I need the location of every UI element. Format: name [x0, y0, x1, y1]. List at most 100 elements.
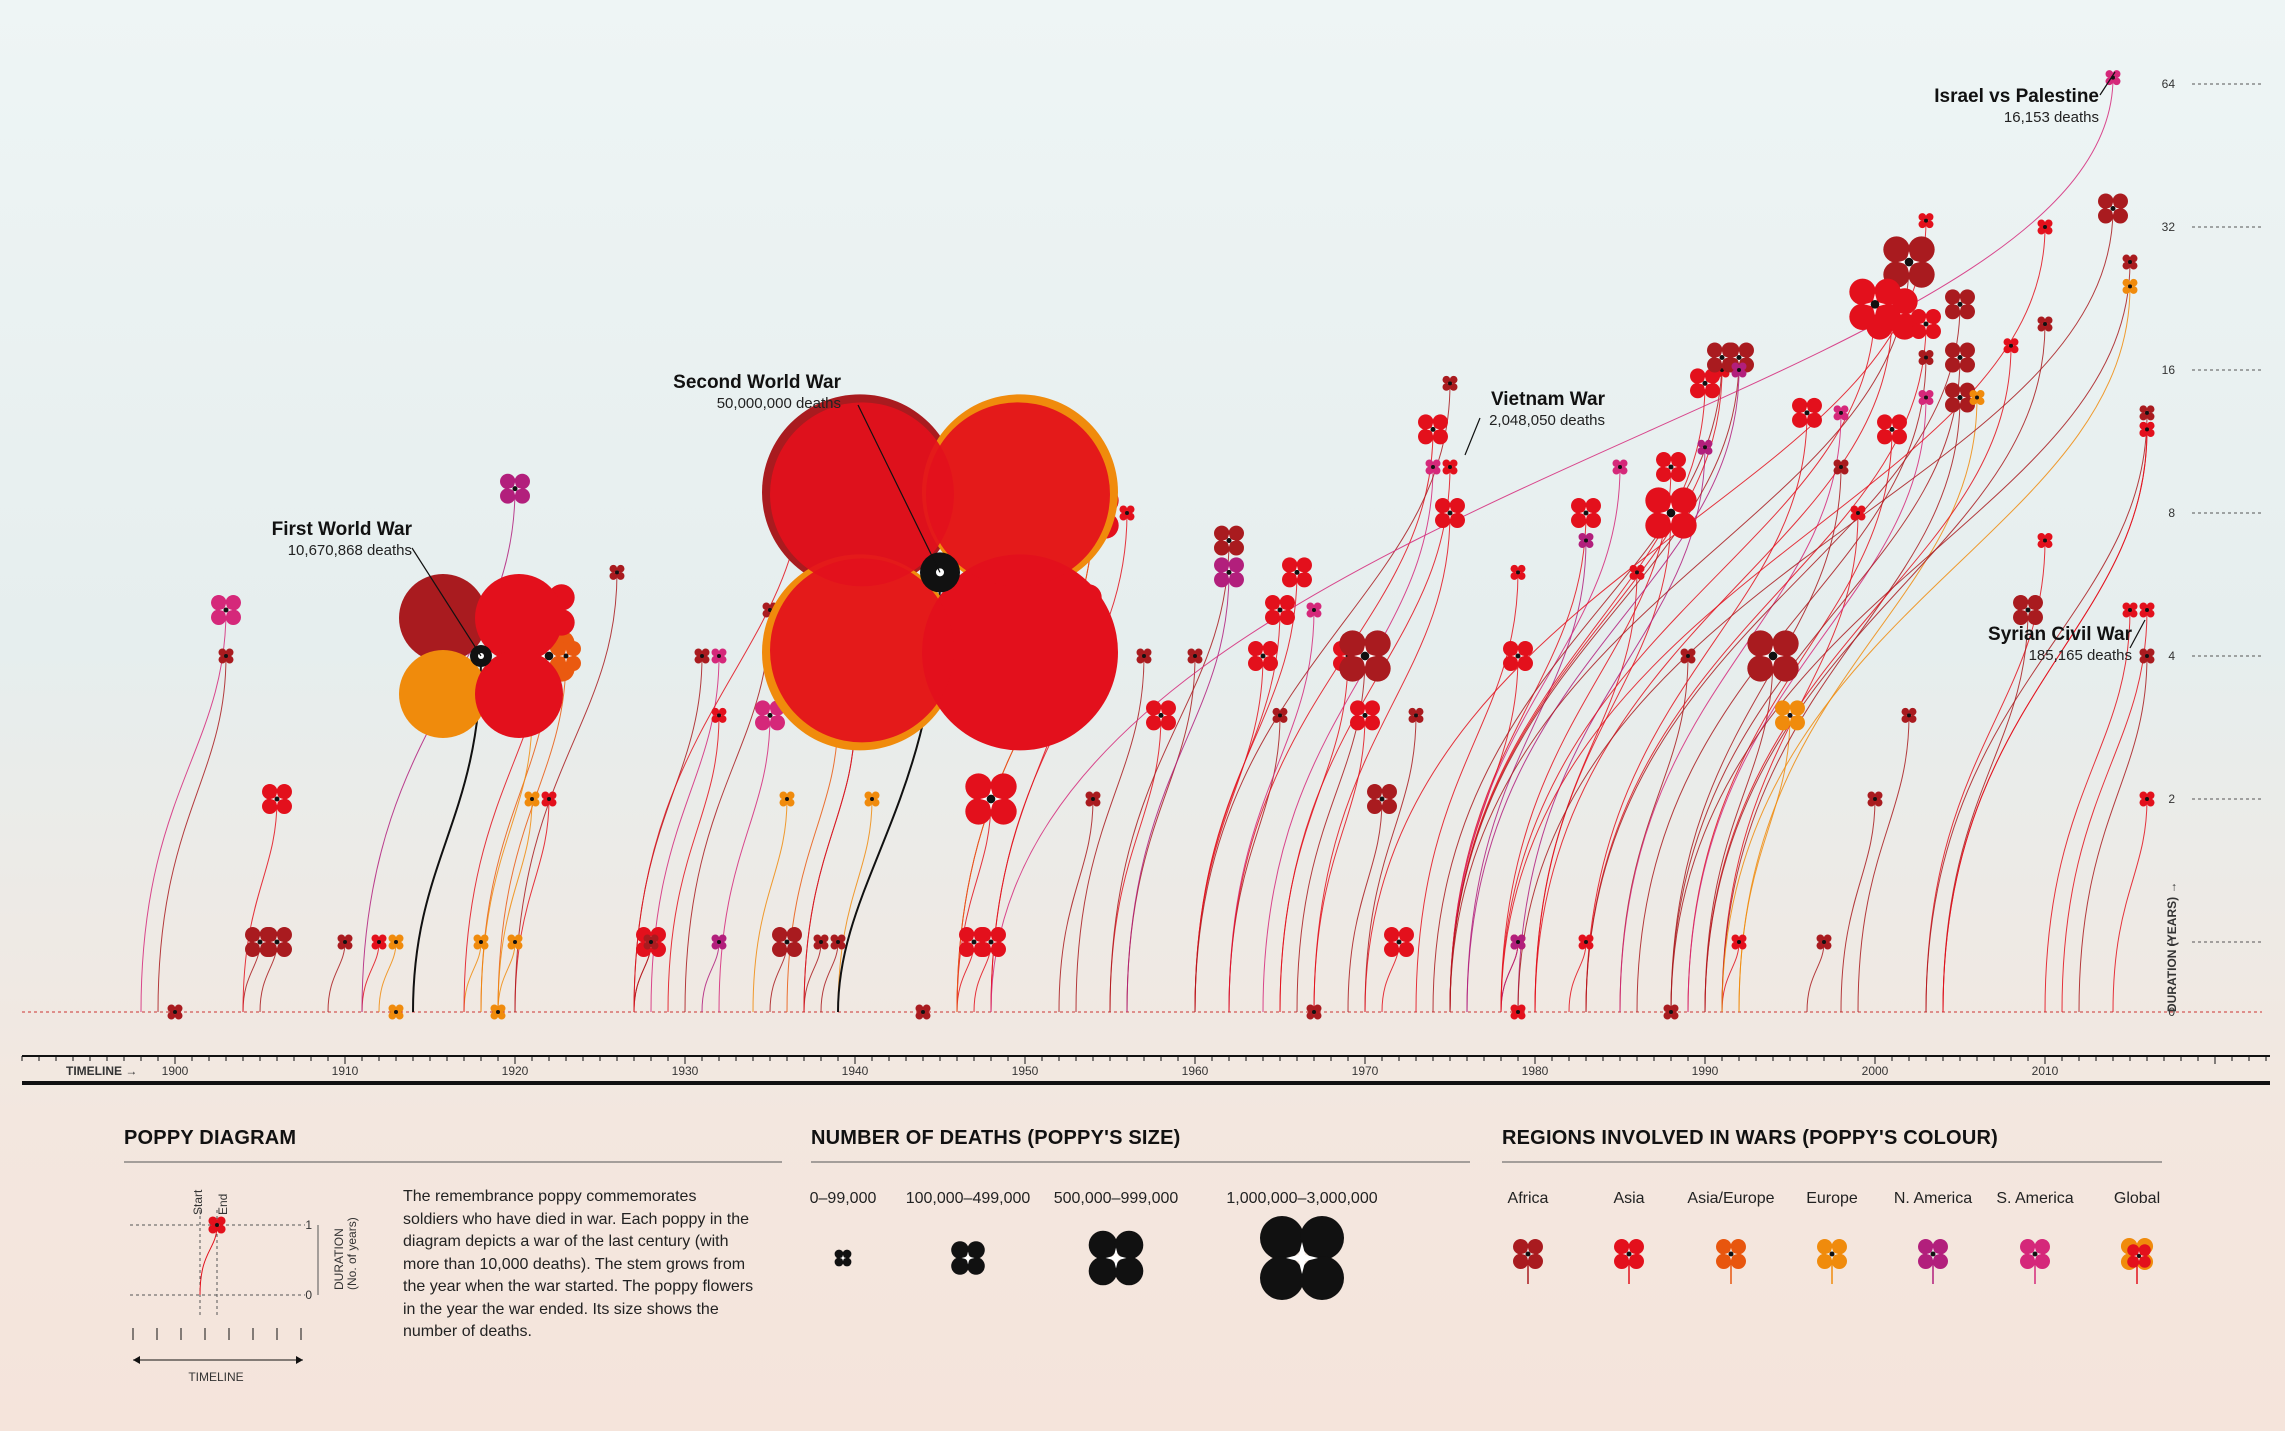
petal: [1901, 715, 1910, 723]
poppy: [2037, 533, 2053, 549]
petal: [1817, 1253, 1833, 1269]
petal: [2139, 405, 2148, 414]
stem: [1806, 941, 1825, 1013]
petal: [276, 784, 292, 800]
petal: [2139, 798, 2148, 807]
petal: [786, 798, 795, 807]
petal: [711, 715, 720, 723]
poppy: [1272, 707, 1288, 723]
poppy-center: [1839, 410, 1843, 415]
petal: [1214, 571, 1230, 588]
poppy-center: [544, 651, 554, 661]
poppy: [388, 1004, 404, 1020]
y-tick-label: 32: [2162, 220, 2176, 234]
poppy-center: [2043, 321, 2047, 326]
petal: [1747, 630, 1774, 657]
poppy: [2139, 648, 2155, 664]
poppy-center: [1686, 654, 1690, 658]
poppy: [779, 791, 795, 807]
petal: [1670, 487, 1697, 514]
petal: [1891, 428, 1907, 445]
stem: [633, 655, 703, 1013]
petal: [276, 941, 292, 957]
petal: [770, 558, 954, 743]
mini-arrow-right: [296, 1356, 303, 1364]
poppy: [1969, 390, 1985, 406]
petal: [1126, 512, 1135, 521]
petal: [1585, 512, 1601, 528]
petal: [871, 798, 880, 807]
petal: [1585, 540, 1594, 549]
petal: [1833, 459, 1842, 468]
poppy-center: [1125, 511, 1129, 515]
poppy: [1367, 784, 1397, 814]
petal: [1925, 308, 1941, 325]
poppy-center: [1158, 712, 1164, 718]
poppy-center: [1924, 218, 1928, 223]
petal: [2146, 405, 2155, 414]
poppy: [2098, 193, 2128, 224]
petal: [1932, 1239, 1948, 1255]
petal: [1918, 1239, 1934, 1255]
stem: [1449, 357, 1740, 1013]
stem: [1534, 313, 1893, 1013]
annotation-leader: [1464, 417, 1481, 456]
region-poppy: [1817, 1239, 1847, 1269]
poppy-center: [717, 713, 721, 718]
poppy-center: [1312, 607, 1316, 612]
poppy-center: [1737, 940, 1741, 944]
poppy-center: [1829, 1251, 1835, 1257]
poppy-center: [496, 1010, 500, 1014]
petal: [531, 791, 540, 800]
petal: [926, 402, 1110, 587]
petal: [475, 650, 563, 738]
mini-end-label: End: [216, 1194, 230, 1215]
petal: [1228, 540, 1244, 556]
petal: [514, 488, 530, 504]
petal: [1339, 630, 1366, 657]
petal: [211, 594, 227, 611]
petal: [643, 934, 652, 943]
petal: [1730, 1253, 1746, 1269]
petal: [500, 473, 516, 490]
poppy: [1085, 791, 1101, 807]
petal: [1738, 369, 1747, 378]
poppy: [1418, 414, 1448, 445]
petal: [1731, 362, 1740, 371]
poppy-center: [2025, 607, 2031, 613]
poppy: [1883, 236, 1935, 288]
petal: [1731, 934, 1740, 943]
y-tick-label: 4: [2168, 649, 2175, 663]
petal: [967, 1241, 985, 1259]
petal: [701, 648, 710, 657]
petal: [388, 934, 397, 943]
poppy: [541, 791, 557, 807]
poppy: [2037, 219, 2053, 235]
petal: [609, 564, 618, 573]
petal: [820, 941, 829, 950]
poppy: [1350, 700, 1380, 731]
stem: [480, 715, 533, 1013]
poppy-center: [2145, 654, 2149, 658]
petal: [1503, 641, 1519, 657]
petal: [1857, 505, 1866, 514]
poppy: [262, 927, 292, 957]
petal: [650, 934, 659, 943]
poppy-center: [1226, 569, 1232, 575]
stem: [1534, 512, 1672, 1013]
petal: [1831, 1239, 1847, 1255]
petal: [762, 602, 771, 611]
stem: [1109, 540, 1230, 1013]
petal: [1976, 390, 1985, 398]
stem: [2078, 655, 2148, 1013]
petal: [830, 934, 839, 943]
poppy: [1578, 934, 1594, 950]
petal: [1384, 941, 1400, 957]
stem: [684, 609, 771, 1013]
petal: [1350, 714, 1366, 731]
petal: [1114, 1230, 1144, 1260]
poppy: [2139, 602, 2155, 618]
petal: [1449, 466, 1458, 475]
poppy-center: [2043, 538, 2047, 543]
poppy: [1248, 641, 1278, 671]
